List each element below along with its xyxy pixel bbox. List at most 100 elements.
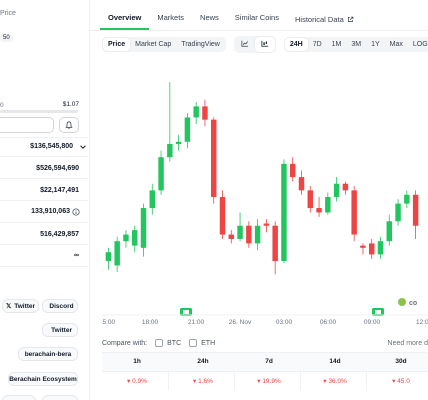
candle-body[interactable] [369, 243, 375, 255]
api-id-chip[interactable]: berachain-bera [18, 347, 78, 361]
x-tick-label: 26. Nov [229, 319, 252, 326]
chevron-down-icon[interactable] [79, 143, 87, 151]
candlestick-chart-button[interactable] [254, 36, 275, 52]
compare-btc-label: BTC [167, 339, 182, 347]
coingecko-logo-icon [398, 298, 406, 306]
compare-eth-label: ETH [201, 339, 216, 347]
candle-body[interactable] [193, 106, 199, 118]
candle-body[interactable] [395, 203, 401, 222]
candle-body[interactable] [333, 183, 340, 197]
candle-body[interactable] [123, 234, 129, 242]
perf-header-14d: 14d [329, 358, 341, 365]
compare-btc-checkbox[interactable] [155, 339, 164, 347]
candle-body[interactable] [132, 230, 138, 246]
price-chart[interactable]: co 15:00 18:00 21:00 26. Nov 03:00 06:00 09:00 1… [99, 60, 428, 330]
candlestick-icon [261, 40, 268, 47]
perf-value-7d: ▾ 19.9% [257, 378, 281, 385]
line-chart-button[interactable] [235, 37, 255, 52]
search-twitter-link[interactable]: Twitter [42, 323, 78, 337]
candle-body[interactable] [263, 223, 270, 226]
notification-button[interactable] [59, 117, 79, 133]
candle-body[interactable] [404, 194, 410, 204]
range-max[interactable]: Max [389, 40, 403, 48]
candle-body[interactable] [175, 141, 182, 144]
candle-body[interactable] [211, 119, 217, 197]
extra-chip-1[interactable] [2, 395, 36, 400]
candle-body[interactable] [360, 245, 366, 248]
need-more-data-link[interactable]: Need more d [387, 339, 428, 347]
perf-header-30d: 30d [395, 358, 407, 365]
performance-table: 1h 24h 7d 14d 30d ▾ 0.9% ▾ 1.6% ▾ 19.9% … [102, 352, 428, 400]
compare-label: Compare with: [102, 339, 148, 347]
x-tick-label: 15:00 [102, 319, 116, 326]
candle-body[interactable] [254, 225, 261, 244]
candle-body[interactable] [307, 190, 313, 209]
candle-body[interactable] [158, 157, 164, 191]
candle-body[interactable] [149, 190, 155, 209]
tab-overview[interactable]: Overview [100, 8, 150, 30]
candlestick-chart-svg: co 15:00 18:00 21:00 26. Nov 03:00 06:00 09:00 1… [99, 82, 428, 326]
range-7d[interactable]: 7D [312, 40, 322, 48]
bell-icon [65, 121, 73, 129]
tab-news[interactable]: News [200, 13, 219, 22]
candle-body[interactable] [351, 190, 357, 235]
candle-body[interactable] [316, 208, 322, 213]
category-chip[interactable]: Berachain Ecosystem [8, 372, 78, 386]
range-low: 0 [0, 102, 4, 109]
candle-body[interactable] [246, 225, 252, 244]
candle-body[interactable] [114, 241, 120, 266]
candle-body[interactable] [290, 163, 296, 178]
perf-value-30d: ▾ 45.0 [392, 378, 410, 385]
perf-value-24h: ▾ 1.6% [193, 378, 213, 385]
watermark-text: co [409, 300, 417, 307]
candle-body[interactable] [272, 225, 278, 262]
price-label: Price [0, 10, 16, 17]
compare-eth-checkbox[interactable] [189, 339, 198, 347]
candle-body[interactable] [105, 252, 112, 262]
x-icon: 𝕏 [5, 303, 12, 310]
tab-historical-data[interactable]: Historical Data [287, 8, 362, 30]
line-chart-icon [241, 40, 248, 47]
candle-body[interactable] [219, 196, 226, 235]
portfolio-input[interactable] [0, 117, 54, 133]
candle-body[interactable] [140, 208, 147, 248]
range-24h[interactable]: 24H [284, 37, 308, 51]
range-1y[interactable]: 1Y [371, 40, 380, 48]
perf-header-7d: 7d [265, 358, 273, 365]
candle-body[interactable] [237, 225, 243, 239]
fdv-value: $526,594,690 [36, 165, 79, 172]
tab-similar-coins[interactable]: Similar Coins [234, 13, 279, 22]
twitter-link[interactable]: 𝕏 Twitter [2, 299, 39, 313]
candle-body[interactable] [228, 234, 234, 239]
candle-body[interactable] [412, 194, 419, 226]
candle-body[interactable] [325, 196, 331, 213]
chart-mode-toggle: Price Market Cap TradingView [102, 36, 226, 52]
discord-link[interactable]: Discord [42, 299, 78, 313]
mode-market-cap[interactable]: Market Cap [135, 40, 172, 48]
volume-value: $22,147,491 [40, 187, 79, 194]
tab-markets[interactable]: Markets [157, 13, 185, 22]
candle-body[interactable] [202, 106, 208, 120]
circulating-supply-value: 133,910,063 [31, 208, 70, 215]
candle-body[interactable] [184, 117, 191, 142]
candle-body[interactable] [298, 177, 305, 191]
x-tick-label: 09:00 [364, 319, 381, 326]
candle-body[interactable] [377, 241, 384, 255]
candle-body[interactable] [281, 163, 287, 262]
range-log[interactable]: LOG [412, 40, 428, 48]
extra-chip-2[interactable] [42, 395, 78, 400]
external-link-icon [347, 16, 354, 22]
range-1m[interactable]: 1M [331, 40, 342, 48]
x-tick-label: 06:00 [320, 319, 337, 326]
mode-price[interactable]: Price [103, 37, 131, 51]
candle-body[interactable] [386, 221, 392, 242]
candle-body[interactable] [342, 183, 349, 191]
coin-info-panel: Price 50 0 $1.07 $136,545,800 $526,594,6… [0, 0, 90, 400]
candle-body[interactable] [167, 143, 173, 158]
max-supply-value: ∞ [74, 252, 79, 259]
range-3m[interactable]: 3M [351, 40, 362, 48]
info-icon[interactable] [72, 208, 80, 216]
x-tick-label: 21:00 [188, 319, 205, 326]
mode-tradingview[interactable]: TradingView [181, 40, 220, 48]
perf-value-14d: ▾ 36.0% [323, 378, 347, 385]
